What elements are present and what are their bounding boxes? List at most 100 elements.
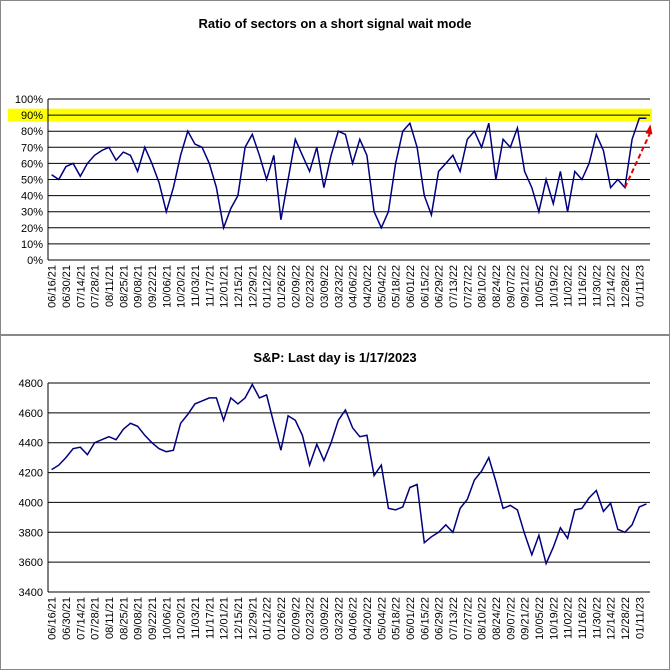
x-tick-label: 08/25/21 xyxy=(118,597,130,640)
x-tick-label: 02/23/22 xyxy=(305,597,317,640)
x-tick-label: 04/06/22 xyxy=(348,265,360,308)
x-tick-label: 10/06/21 xyxy=(161,597,173,640)
x-tick-label: 11/02/22 xyxy=(563,597,575,639)
x-tick-label: 06/15/22 xyxy=(419,597,431,640)
x-tick-label: 09/08/21 xyxy=(133,265,145,308)
x-tick-label: 03/23/22 xyxy=(333,597,345,640)
x-tick-label: 07/28/21 xyxy=(90,597,102,640)
x-tick-label: 04/20/22 xyxy=(362,265,374,308)
x-tick-label: 09/21/22 xyxy=(520,597,532,640)
x-tick-label: 11/16/22 xyxy=(577,597,589,639)
line-series xyxy=(51,117,647,231)
x-tick-label: 09/21/22 xyxy=(520,265,532,308)
x-tick-label: 07/13/22 xyxy=(448,265,460,308)
y-tick-label: 60% xyxy=(21,158,43,170)
x-tick-label: 11/30/22 xyxy=(591,597,603,639)
x-tick-label: 10/06/21 xyxy=(161,265,173,308)
x-tick-label: 04/20/22 xyxy=(362,597,374,640)
x-tick-label: 11/16/22 xyxy=(577,265,589,307)
x-tick-label: 12/15/21 xyxy=(233,597,245,640)
panel-border xyxy=(0,0,670,335)
x-tick-label: 10/20/21 xyxy=(176,597,188,640)
x-tick-label: 02/23/22 xyxy=(305,265,317,308)
x-tick-label: 06/29/22 xyxy=(434,597,446,640)
x-tick-label: 07/27/22 xyxy=(462,265,474,308)
x-tick-label: 11/03/21 xyxy=(190,265,202,307)
x-tick-label: 08/11/21 xyxy=(104,265,116,307)
x-tick-label: 11/02/22 xyxy=(563,265,575,307)
x-tick-label: 06/16/21 xyxy=(47,265,59,308)
y-tick-label: 4200 xyxy=(19,468,43,480)
y-tick-label: 10% xyxy=(21,239,43,251)
y-tick-label: 4400 xyxy=(19,438,43,450)
x-tick-label: 12/01/21 xyxy=(219,265,231,308)
x-tick-label: 01/11/23 xyxy=(634,265,646,307)
x-tick-label: 12/14/22 xyxy=(606,265,618,308)
x-tick-label: 09/08/21 xyxy=(133,597,145,640)
arrow-head xyxy=(645,124,653,135)
y-tick-label: 100% xyxy=(15,94,43,106)
trend-arrow xyxy=(624,131,652,188)
x-tick-label: 12/15/21 xyxy=(233,265,245,308)
x-tick-label: 06/30/21 xyxy=(61,265,73,308)
x-tick-label: 10/05/22 xyxy=(534,265,546,308)
y-tick-label: 40% xyxy=(21,191,43,203)
x-tick-label: 06/29/22 xyxy=(434,265,446,308)
x-tick-label: 01/12/22 xyxy=(262,265,274,308)
x-tick-label: 01/11/23 xyxy=(634,597,646,639)
x-tick-label: 10/05/22 xyxy=(534,597,546,640)
x-tick-label: 11/30/22 xyxy=(591,265,603,307)
x-tick-label: 08/25/21 xyxy=(118,265,130,308)
x-tick-label: 11/17/21 xyxy=(204,265,216,307)
x-tick-label: 07/14/21 xyxy=(75,265,87,308)
x-tick-label: 03/23/22 xyxy=(333,265,345,308)
x-tick-label: 02/09/22 xyxy=(290,265,302,308)
x-tick-label: 07/28/21 xyxy=(90,265,102,308)
x-tick-label: 09/07/22 xyxy=(505,597,517,640)
x-tick-label: 03/09/22 xyxy=(319,597,331,640)
x-tick-label: 08/11/21 xyxy=(104,597,116,639)
x-tick-label: 12/28/22 xyxy=(620,597,632,640)
x-tick-label: 09/22/21 xyxy=(147,597,159,640)
x-tick-label: 08/24/22 xyxy=(491,265,503,308)
x-tick-label: 04/06/22 xyxy=(348,597,360,640)
x-tick-label: 01/26/22 xyxy=(276,265,288,308)
chart-title: Ratio of sectors on a short signal wait … xyxy=(198,16,471,31)
x-tick-label: 07/27/22 xyxy=(462,597,474,640)
y-tick-label: 3400 xyxy=(19,587,43,599)
x-tick-label: 12/29/21 xyxy=(247,597,259,640)
y-tick-label: 0% xyxy=(27,255,43,267)
x-tick-label: 06/15/22 xyxy=(419,265,431,308)
x-tick-label: 12/29/21 xyxy=(247,265,259,308)
x-tick-label: 06/30/21 xyxy=(61,597,73,640)
y-tick-label: 4800 xyxy=(19,378,43,390)
x-tick-label: 08/10/22 xyxy=(477,265,489,308)
y-tick-label: 3600 xyxy=(19,557,43,569)
x-tick-label: 05/04/22 xyxy=(376,597,388,640)
x-tick-label: 11/17/21 xyxy=(204,597,216,639)
x-tick-label: 02/09/22 xyxy=(290,597,302,640)
x-tick-label: 10/19/22 xyxy=(548,597,560,640)
y-tick-label: 50% xyxy=(21,175,43,187)
x-tick-label: 08/24/22 xyxy=(491,597,503,640)
x-tick-label: 12/01/21 xyxy=(219,597,231,640)
x-tick-label: 11/03/21 xyxy=(190,597,202,639)
x-tick-label: 09/07/22 xyxy=(505,265,517,308)
x-tick-label: 07/14/21 xyxy=(75,597,87,640)
x-tick-label: 07/13/22 xyxy=(448,597,460,640)
y-tick-label: 30% xyxy=(21,207,43,219)
x-tick-label: 01/26/22 xyxy=(276,597,288,640)
y-tick-label: 20% xyxy=(21,223,43,235)
y-tick-label: 3800 xyxy=(19,527,43,539)
chart-title: S&P: Last day is 1/17/2023 xyxy=(253,350,416,365)
y-tick-label: 90% xyxy=(21,110,43,122)
x-tick-label: 01/12/22 xyxy=(262,597,274,640)
x-tick-label: 10/19/22 xyxy=(548,265,560,308)
y-tick-label: 70% xyxy=(21,142,43,154)
y-tick-label: 80% xyxy=(21,126,43,138)
x-tick-label: 06/01/22 xyxy=(405,597,417,640)
y-tick-label: 4000 xyxy=(19,497,43,509)
x-tick-label: 05/18/22 xyxy=(391,597,403,640)
x-tick-label: 10/20/21 xyxy=(176,265,188,308)
